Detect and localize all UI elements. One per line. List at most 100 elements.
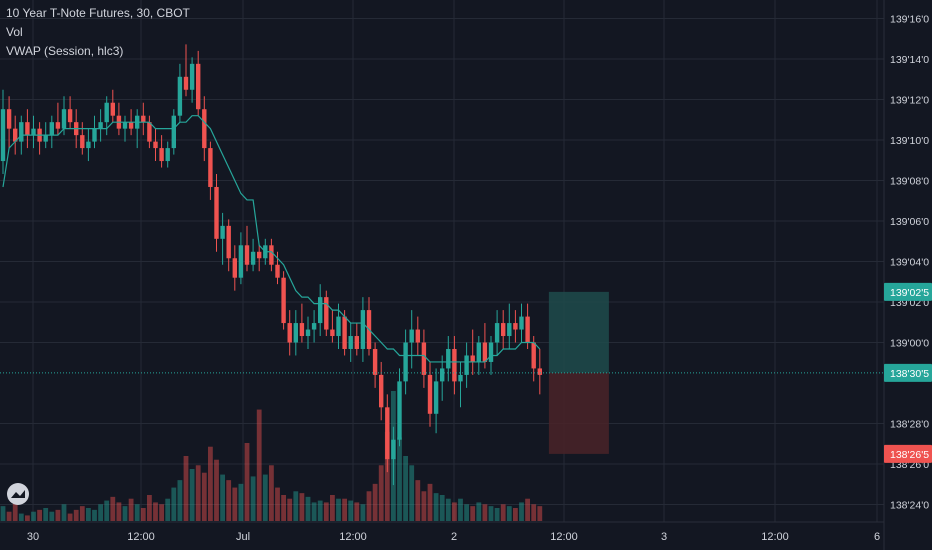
time-axis-tick-label: 12:00 (339, 531, 367, 543)
price-axis-tick-label: 139'10'0 (890, 135, 929, 147)
candle-body (92, 128, 97, 142)
candle (202, 96, 207, 162)
candle-body (208, 148, 213, 187)
candle (494, 310, 500, 356)
volume-bar (415, 480, 421, 521)
symbol-title[interactable]: 10 Year T-Note Futures, 30, CBOT (6, 6, 190, 20)
volume-bar (153, 502, 158, 521)
volume-bar (214, 459, 219, 521)
candle-body (141, 115, 146, 123)
candle (507, 303, 512, 349)
volume-bar (201, 472, 207, 521)
volume-bar (189, 469, 195, 521)
candle (342, 310, 347, 356)
candle-body (494, 323, 500, 343)
candle-body (86, 141, 91, 149)
candle-body (427, 374, 433, 414)
candle-body (122, 122, 128, 129)
volume-bar (342, 498, 347, 521)
candle (464, 342, 469, 388)
volume-bar (403, 456, 408, 521)
candle (397, 368, 402, 447)
candle (67, 96, 73, 129)
candle (525, 303, 530, 349)
volume-bar (195, 465, 201, 521)
volume-bar (281, 495, 286, 521)
candle-body (299, 323, 305, 337)
candle-body (55, 122, 61, 129)
volume-bar (366, 491, 372, 521)
volume-bar (18, 513, 24, 521)
volume-bar (165, 498, 171, 521)
candle-body (202, 109, 207, 149)
volume-bar (311, 502, 317, 521)
volume-bar (128, 498, 134, 521)
candle-body (61, 109, 67, 129)
candle (470, 329, 475, 375)
price-axis-tick-label: 139'06'0 (890, 216, 929, 228)
candle-body (67, 109, 73, 123)
candle (482, 323, 488, 369)
volume-bar (458, 498, 463, 521)
price-tag-label: 139'02'5 (890, 287, 929, 299)
volume-indicator-label[interactable]: Vol (6, 25, 23, 39)
candle (318, 284, 323, 337)
volume-bar (25, 515, 30, 521)
candle-body (318, 297, 323, 324)
volume-bar (6, 511, 12, 521)
volume-bar (98, 504, 103, 521)
volume-bar (159, 504, 164, 521)
candle (159, 135, 164, 168)
candle-body (159, 148, 164, 162)
volume-bar (500, 504, 506, 521)
volume-bar (208, 446, 213, 521)
price-axis-tick-label: 139'16'0 (890, 13, 929, 25)
price-tag-background (884, 444, 932, 463)
candle (250, 238, 256, 272)
volume-bar (12, 502, 18, 521)
volume-bar (409, 465, 415, 521)
price-axis-tick-label: 138'24'0 (890, 500, 929, 512)
volume-bar (171, 487, 177, 521)
volume-bar (49, 511, 55, 521)
volume-bar (397, 437, 402, 521)
candle (220, 212, 225, 265)
candle (409, 310, 414, 369)
candle (354, 323, 359, 356)
candle (348, 323, 353, 362)
candle-body (348, 336, 353, 349)
candle (293, 310, 298, 356)
time-axis-tick-label: 6 (874, 531, 880, 543)
candle (257, 245, 262, 272)
candle (55, 102, 61, 136)
volume-bar (55, 509, 61, 521)
candle-body (458, 374, 463, 382)
candle (238, 232, 244, 285)
candle-body (31, 128, 36, 136)
candle (403, 329, 408, 395)
tradingview-logo-icon[interactable] (7, 483, 29, 505)
vwap-line (2, 115, 541, 363)
candle-body (257, 251, 262, 259)
volume-bar (372, 483, 378, 521)
candle-body (488, 342, 494, 362)
candle (153, 128, 158, 162)
candle (49, 115, 54, 149)
candle-body (287, 323, 292, 343)
candle (287, 310, 292, 356)
candle (226, 219, 231, 272)
volume-bar (238, 483, 244, 521)
candle-body (354, 336, 359, 349)
candle (122, 115, 128, 142)
candle-body (537, 368, 542, 375)
candle (196, 50, 201, 116)
volume-bar (104, 500, 110, 521)
candle (501, 310, 506, 349)
candle (513, 310, 518, 343)
vwap-indicator-label[interactable]: VWAP (Session, hlc3) (6, 44, 124, 58)
volume-bar (61, 504, 67, 521)
candle (244, 225, 250, 272)
candle-body (25, 122, 30, 136)
candle-body (238, 245, 244, 278)
